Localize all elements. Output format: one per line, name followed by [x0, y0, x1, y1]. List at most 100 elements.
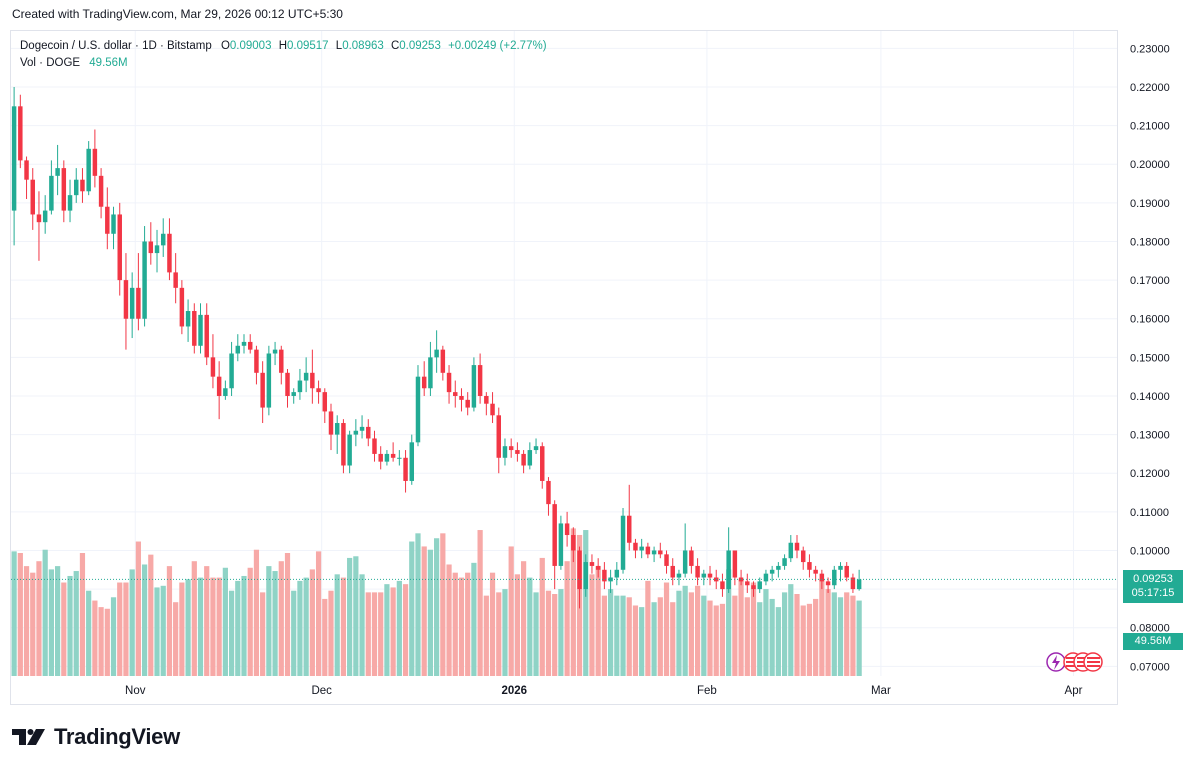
candle-body — [359, 426, 365, 431]
candle-body — [564, 523, 570, 536]
candle-body — [720, 581, 725, 590]
volume-bar — [322, 598, 328, 676]
volume-bar — [235, 580, 241, 676]
volume-bar — [371, 592, 378, 676]
candle-body — [55, 168, 60, 176]
candle-body — [74, 179, 79, 196]
y-tick-label: 0.12000 — [1130, 468, 1170, 480]
candle-body — [18, 106, 23, 161]
candle-body — [844, 565, 849, 578]
volume-bar — [92, 600, 98, 676]
volume-bar — [204, 566, 210, 676]
volume-bar — [185, 579, 191, 676]
candle-body — [639, 546, 644, 551]
volume-bar — [347, 557, 353, 676]
volume-bars — [11, 528, 862, 676]
volume-bar — [726, 569, 732, 676]
candle-body — [179, 287, 185, 327]
volume-value: 49.56M — [89, 57, 128, 69]
volume-bar — [744, 597, 750, 676]
candle-body — [378, 453, 383, 462]
volume-bar — [17, 553, 23, 676]
y-tick-label: 0.11000 — [1130, 507, 1169, 519]
candle-body — [167, 233, 172, 273]
candle-body — [366, 426, 371, 439]
candle-body — [769, 569, 775, 574]
candle-body — [372, 438, 377, 454]
volume-bar — [800, 605, 806, 676]
candle-body — [856, 579, 862, 590]
y-tick-label: 0.20000 — [1130, 159, 1170, 171]
candle-body — [583, 562, 588, 590]
volume-bar — [738, 579, 744, 676]
candles — [11, 87, 862, 609]
candle-body — [440, 349, 446, 373]
candle-body — [813, 569, 818, 574]
volume-bar — [36, 561, 42, 676]
y-tick-label: 0.14000 — [1130, 391, 1170, 403]
volume-bar — [850, 595, 856, 676]
y-tick-label: 0.19000 — [1130, 198, 1170, 210]
volume-bar — [210, 577, 216, 676]
candle-body — [434, 349, 439, 358]
volume-label[interactable]: Vol · DOGE — [20, 57, 81, 69]
volume-bar — [831, 592, 837, 676]
volume-bar — [763, 589, 769, 676]
candle-body — [254, 349, 259, 373]
candle-body — [129, 287, 135, 319]
volume-bar — [514, 574, 521, 676]
legend-volume-row: Vol · DOGE 49.56M — [20, 55, 547, 72]
volume-bar — [340, 577, 347, 676]
chart-frame[interactable] — [10, 30, 1118, 705]
candle-body — [633, 542, 638, 551]
volume-bar — [583, 530, 589, 676]
candle-body — [676, 573, 682, 578]
candle-body — [477, 365, 483, 396]
volume-bar — [402, 584, 409, 676]
candle-body — [620, 515, 626, 570]
candle-body — [210, 357, 216, 377]
candle-body — [36, 214, 42, 223]
symbol-title[interactable]: Dogecoin / U.S. dollar · 1D · Bitstamp — [20, 40, 212, 52]
volume-bar — [825, 589, 831, 676]
y-tick-label: 0.18000 — [1130, 236, 1170, 248]
candle-body — [707, 573, 713, 578]
candle-body — [651, 550, 657, 555]
candle-body — [42, 210, 48, 223]
candle-body — [341, 423, 346, 466]
volume-bar — [54, 566, 61, 676]
legend-ohlc-row: Dogecoin / U.S. dollar · 1D · Bitstamp O… — [20, 38, 547, 55]
volume-bar — [222, 567, 228, 676]
x-tick-label: 2026 — [501, 685, 527, 697]
volume-bar — [291, 590, 297, 676]
candle-body — [49, 175, 54, 211]
volume-bar — [123, 582, 129, 676]
candle-body — [484, 395, 489, 404]
y-tick-label: 0.10000 — [1130, 545, 1170, 557]
candle-body — [490, 403, 495, 416]
volume-bar — [639, 607, 645, 676]
volume-bar — [278, 561, 284, 676]
volume-bar — [552, 594, 558, 676]
candle-body — [142, 241, 147, 319]
volume-bar — [837, 597, 844, 676]
candle-body — [198, 314, 203, 346]
tradingview-footer[interactable]: TradingView — [12, 724, 180, 750]
volume-bar — [707, 600, 713, 676]
volume-bar — [191, 561, 197, 676]
lightning-glyph — [1052, 655, 1060, 670]
candle-body — [123, 280, 129, 319]
volume-bar — [260, 592, 266, 676]
volume-bar — [626, 597, 632, 676]
candle-body — [751, 585, 756, 590]
volume-bar — [614, 595, 620, 676]
candle-body — [229, 353, 234, 389]
volume-bar — [365, 592, 371, 676]
volume-bar — [117, 582, 123, 676]
candle-body — [763, 573, 769, 582]
y-tick-label: 0.21000 — [1130, 121, 1170, 133]
volume-bar — [42, 549, 48, 676]
candle-body — [154, 245, 160, 254]
volume-bar — [110, 597, 117, 676]
